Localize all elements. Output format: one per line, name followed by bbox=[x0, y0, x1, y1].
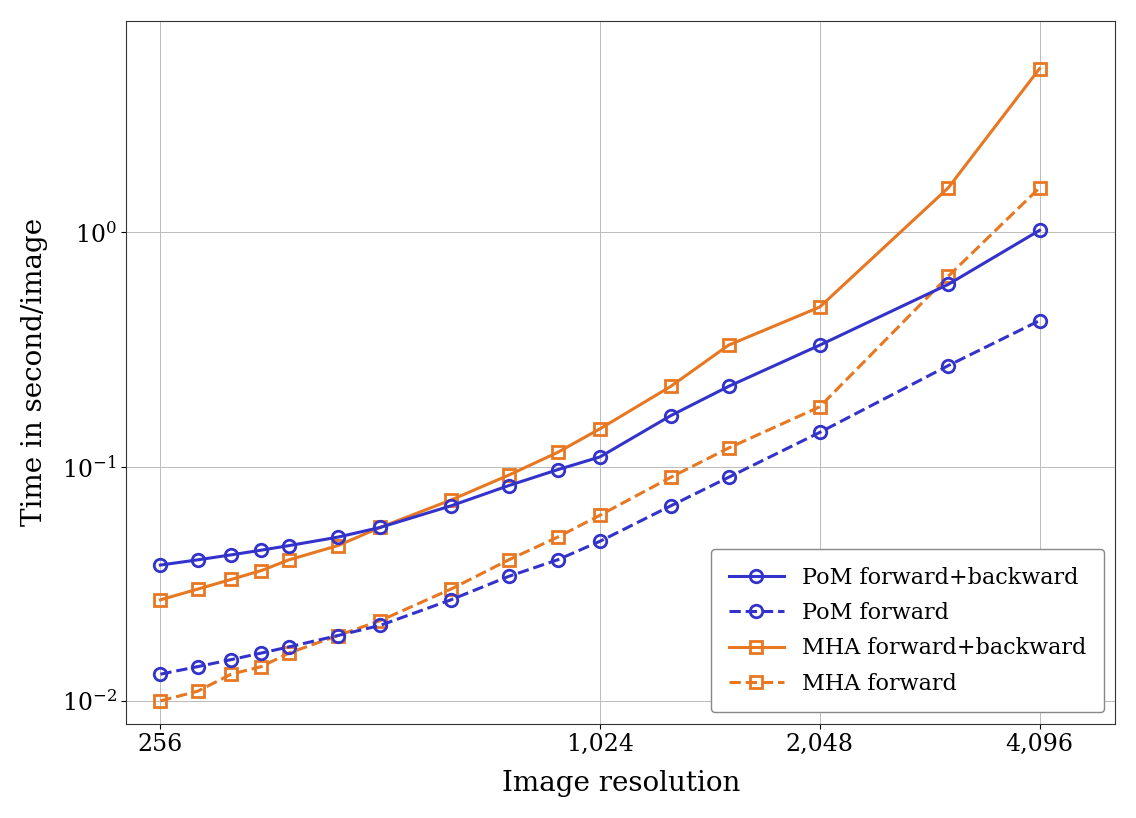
PoM forward bbox=[721, 473, 735, 483]
MHA forward+backward bbox=[224, 574, 237, 584]
PoM forward bbox=[1033, 316, 1046, 326]
MHA forward+backward bbox=[282, 555, 295, 564]
MHA forward+backward bbox=[191, 584, 204, 594]
MHA forward bbox=[191, 686, 204, 696]
PoM forward bbox=[224, 654, 237, 664]
PoM forward+backward bbox=[224, 550, 237, 560]
PoM forward+backward bbox=[813, 340, 827, 350]
PoM forward+backward bbox=[551, 465, 565, 474]
MHA forward bbox=[593, 510, 607, 520]
MHA forward bbox=[813, 402, 827, 411]
MHA forward+backward bbox=[153, 595, 167, 605]
MHA forward bbox=[153, 696, 167, 706]
MHA forward+backward bbox=[551, 447, 565, 457]
PoM forward+backward bbox=[153, 560, 167, 570]
PoM forward+backward bbox=[444, 501, 458, 510]
MHA forward bbox=[942, 272, 955, 281]
Line: PoM forward: PoM forward bbox=[154, 314, 1046, 681]
MHA forward+backward bbox=[721, 340, 735, 350]
MHA forward+backward bbox=[502, 470, 516, 480]
PoM forward+backward bbox=[374, 523, 387, 533]
MHA forward bbox=[1033, 183, 1046, 193]
PoM forward bbox=[444, 595, 458, 605]
MHA forward bbox=[721, 443, 735, 453]
PoM forward bbox=[331, 631, 344, 640]
PoM forward bbox=[153, 669, 167, 679]
PoM forward bbox=[663, 501, 677, 510]
MHA forward+backward bbox=[942, 183, 955, 193]
PoM forward bbox=[551, 555, 565, 564]
MHA forward bbox=[502, 555, 516, 564]
PoM forward bbox=[282, 642, 295, 652]
MHA forward bbox=[374, 616, 387, 626]
MHA forward+backward bbox=[663, 381, 677, 391]
X-axis label: Image resolution: Image resolution bbox=[502, 771, 740, 798]
PoM forward+backward bbox=[1033, 226, 1046, 236]
PoM forward+backward bbox=[282, 541, 295, 551]
MHA forward+backward bbox=[813, 302, 827, 312]
MHA forward+backward bbox=[1033, 64, 1046, 74]
PoM forward+backward bbox=[191, 555, 204, 564]
PoM forward+backward bbox=[502, 481, 516, 491]
PoM forward+backward bbox=[663, 411, 677, 420]
MHA forward+backward bbox=[331, 541, 344, 551]
MHA forward bbox=[663, 473, 677, 483]
MHA forward+backward bbox=[444, 495, 458, 505]
PoM forward bbox=[942, 361, 955, 371]
PoM forward+backward bbox=[942, 280, 955, 290]
MHA forward+backward bbox=[593, 424, 607, 434]
MHA forward bbox=[444, 584, 458, 594]
MHA forward+backward bbox=[254, 565, 268, 575]
PoM forward+backward bbox=[721, 381, 735, 391]
Line: MHA forward: MHA forward bbox=[154, 182, 1046, 707]
PoM forward bbox=[254, 648, 268, 658]
MHA forward bbox=[551, 533, 565, 542]
MHA forward bbox=[331, 631, 344, 640]
MHA forward bbox=[282, 648, 295, 658]
Line: PoM forward+backward: PoM forward+backward bbox=[154, 224, 1046, 571]
PoM forward bbox=[191, 662, 204, 672]
MHA forward bbox=[224, 669, 237, 679]
Legend: PoM forward+backward, PoM forward, MHA forward+backward, MHA forward: PoM forward+backward, PoM forward, MHA f… bbox=[711, 549, 1104, 712]
MHA forward+backward bbox=[374, 523, 387, 533]
PoM forward+backward bbox=[331, 533, 344, 542]
PoM forward+backward bbox=[254, 546, 268, 555]
PoM forward bbox=[813, 428, 827, 438]
Line: MHA forward+backward: MHA forward+backward bbox=[154, 62, 1046, 606]
PoM forward+backward bbox=[593, 452, 607, 462]
PoM forward bbox=[502, 572, 516, 582]
Y-axis label: Time in second/image: Time in second/image bbox=[20, 218, 48, 526]
PoM forward bbox=[593, 537, 607, 546]
MHA forward bbox=[254, 662, 268, 672]
PoM forward bbox=[374, 621, 387, 631]
